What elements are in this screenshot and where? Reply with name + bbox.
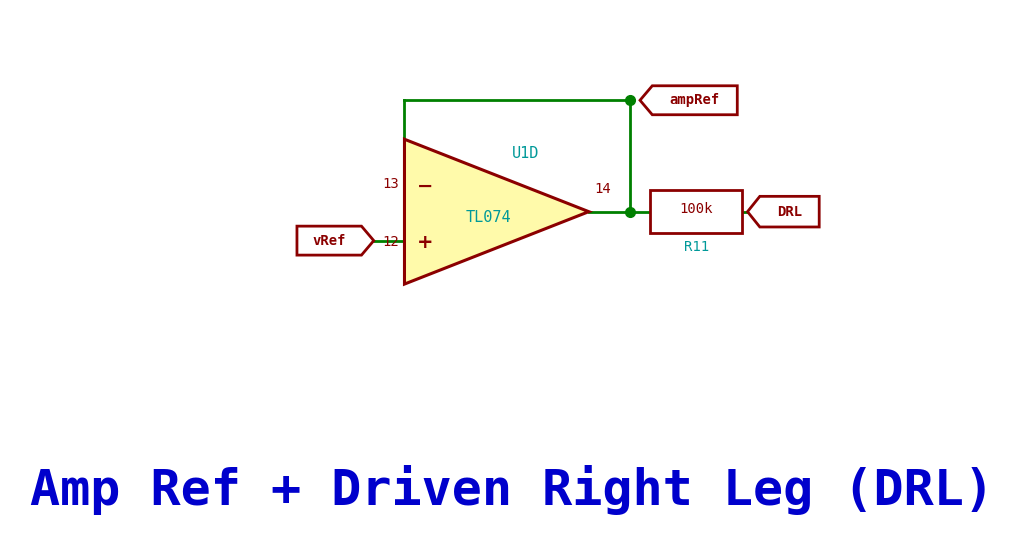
Text: 14: 14 xyxy=(594,182,610,197)
Text: U1D: U1D xyxy=(512,146,540,160)
Polygon shape xyxy=(404,139,589,284)
Text: Amp Ref + Driven Right Leg (DRL): Amp Ref + Driven Right Leg (DRL) xyxy=(30,465,994,515)
Text: −: − xyxy=(417,177,433,196)
Text: 100k: 100k xyxy=(680,202,713,217)
Polygon shape xyxy=(640,86,737,115)
Text: ampRef: ampRef xyxy=(670,93,720,108)
Text: DRL: DRL xyxy=(777,204,802,219)
Text: R11: R11 xyxy=(684,240,709,254)
Polygon shape xyxy=(748,197,819,227)
FancyBboxPatch shape xyxy=(650,190,742,233)
Text: TL074: TL074 xyxy=(466,210,512,224)
Polygon shape xyxy=(297,226,374,255)
Text: +: + xyxy=(417,233,433,252)
Text: vRef: vRef xyxy=(312,233,346,248)
Text: 12: 12 xyxy=(383,235,399,250)
Text: 13: 13 xyxy=(383,177,399,191)
